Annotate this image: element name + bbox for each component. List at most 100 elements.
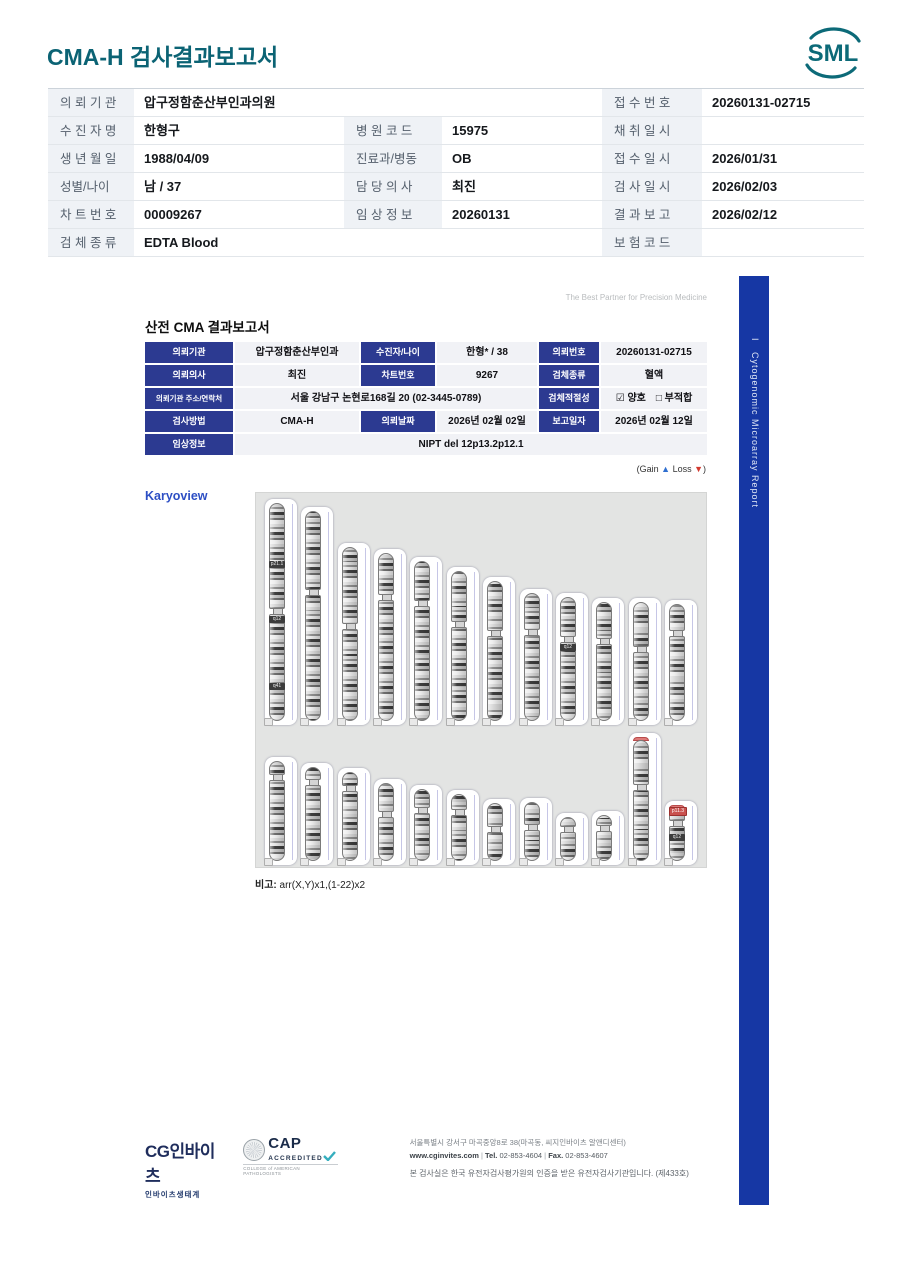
chromosome-ideogram-1: p21.1 q12 q41 xyxy=(264,499,297,726)
q-arm xyxy=(414,606,431,721)
field-label: 의 뢰 기 관 xyxy=(48,89,134,117)
corner-tab xyxy=(482,858,492,866)
field-label: 차 트 번 호 xyxy=(48,201,134,229)
sml-logo: SML xyxy=(802,26,864,80)
corner-tab xyxy=(591,858,601,866)
report-value-cell: 압구정함춘산부인과 xyxy=(235,342,359,363)
ideogram-body xyxy=(559,817,578,861)
report-header-cell: 보고일자 xyxy=(539,411,599,432)
legend-suffix: ) xyxy=(703,464,706,474)
tel-label: Tel. xyxy=(485,1151,498,1160)
p-arm xyxy=(378,783,395,812)
p-arm xyxy=(269,761,285,775)
field-value: 2026/02/12 xyxy=(702,201,864,229)
ideogram-body xyxy=(305,767,323,861)
field-value xyxy=(702,117,864,145)
chromosome-ideogram-6 xyxy=(445,567,479,726)
chromosome-ideogram-16 xyxy=(373,779,407,866)
embedded-report-title: 산전 CMA 결과보고서 xyxy=(145,320,270,335)
report-header-cell: 검체적절성 xyxy=(539,388,599,409)
field-label: 보 험 코 드 xyxy=(602,229,702,257)
report-header-cell: 검사방법 xyxy=(145,411,233,432)
cg-invites-logo-subtext: 인바이츠생태계 xyxy=(145,1190,201,1199)
p-arm xyxy=(487,581,504,631)
corner-tab xyxy=(336,718,346,726)
q-arm xyxy=(305,785,322,861)
q-arm xyxy=(596,644,613,721)
q-arm xyxy=(632,790,649,861)
corner-tab xyxy=(627,718,637,726)
chromosome-ideogram-3 xyxy=(336,543,370,726)
q-arm xyxy=(632,652,649,721)
chromosome-ideogram-18 xyxy=(445,790,479,866)
chromosome-ideogram-9: q12 xyxy=(554,593,588,726)
cap-name: CAP xyxy=(268,1135,302,1152)
report-section-sidebar: I Cytogenomic Microarray Report xyxy=(739,276,769,1205)
p-arm xyxy=(305,511,322,590)
cap-seal-icon xyxy=(243,1138,266,1161)
report-value-cell: 혈액 xyxy=(601,365,707,386)
scale-track xyxy=(619,816,621,860)
scale-track xyxy=(401,784,403,860)
p-arm xyxy=(450,794,467,810)
report-value-cell: NIPT del 12p13.2p12.1 xyxy=(235,434,707,455)
report-header-cell: 의뢰기관 주소/연락처 xyxy=(145,388,233,409)
scale-track xyxy=(510,582,512,720)
corner-tab xyxy=(409,718,419,726)
sidebar-vertical-label: I Cytogenomic Microarray Report xyxy=(750,338,760,509)
scale-track xyxy=(364,773,366,860)
p-arm xyxy=(305,767,322,780)
ideogram-body xyxy=(632,737,651,861)
q-arm xyxy=(378,600,395,721)
chromosome-ideogram-13 xyxy=(264,757,297,866)
gain-loss-legend: (Gain ▲ Loss ▼) xyxy=(637,464,706,474)
q-arm xyxy=(341,791,358,861)
q-arm xyxy=(269,780,285,861)
field-value: EDTA Blood xyxy=(134,229,602,257)
corner-tab xyxy=(409,858,419,866)
scale-track xyxy=(546,803,548,860)
note-text: arr(X,Y)x1,(1-22)x2 xyxy=(279,880,366,891)
separator: | xyxy=(544,1151,547,1160)
scale-track xyxy=(546,594,548,720)
field-label: 검 사 일 시 xyxy=(602,173,702,201)
footer: CG인바이츠 인바이츠생태계 CAP ACCREDITED COLLEGE of… xyxy=(145,1135,735,1200)
band-label-q12: q12 xyxy=(559,644,576,651)
corner-tab xyxy=(518,858,528,866)
corner-tab xyxy=(554,858,564,866)
centromere xyxy=(636,785,647,790)
legend-loss-label: Loss xyxy=(670,464,695,474)
ideogram-body xyxy=(487,581,505,721)
ideogram-body xyxy=(378,553,396,721)
field-label: 접 수 일 시 xyxy=(602,145,702,173)
svg-text:SML: SML xyxy=(808,40,859,67)
chromosome-ideogram-17 xyxy=(409,785,443,866)
corner-tab xyxy=(300,718,310,726)
p-arm xyxy=(668,604,685,631)
centromere xyxy=(345,624,356,629)
report-value-cell: 20260131-02715 xyxy=(601,342,707,363)
ideogram-body xyxy=(269,503,287,721)
corner-tab xyxy=(373,718,383,726)
p-arm xyxy=(596,602,613,639)
centromere xyxy=(309,780,320,785)
corner-tab xyxy=(518,718,528,726)
report-value-cell: 2026년 02월 02일 xyxy=(437,411,537,432)
ideogram-body xyxy=(523,593,542,721)
centromere xyxy=(382,595,393,600)
field-label: 진료과/병동 xyxy=(344,145,442,173)
centromere xyxy=(672,631,683,636)
ideogram-body xyxy=(632,602,651,721)
karyoview-label: Karyoview xyxy=(145,489,208,503)
chromosome-ideogram-11 xyxy=(627,598,661,726)
field-value: 15975 xyxy=(442,117,602,145)
ideogram-body xyxy=(269,761,287,861)
corner-tab xyxy=(445,858,455,866)
centromere xyxy=(309,590,320,595)
p-arm xyxy=(523,802,540,825)
report-header-cell: 임상정보 xyxy=(145,434,233,455)
report-value-cell: 한형* / 38 xyxy=(437,342,537,363)
corner-tab xyxy=(591,718,601,726)
ideogram-body xyxy=(341,772,360,861)
centromere xyxy=(491,827,502,832)
